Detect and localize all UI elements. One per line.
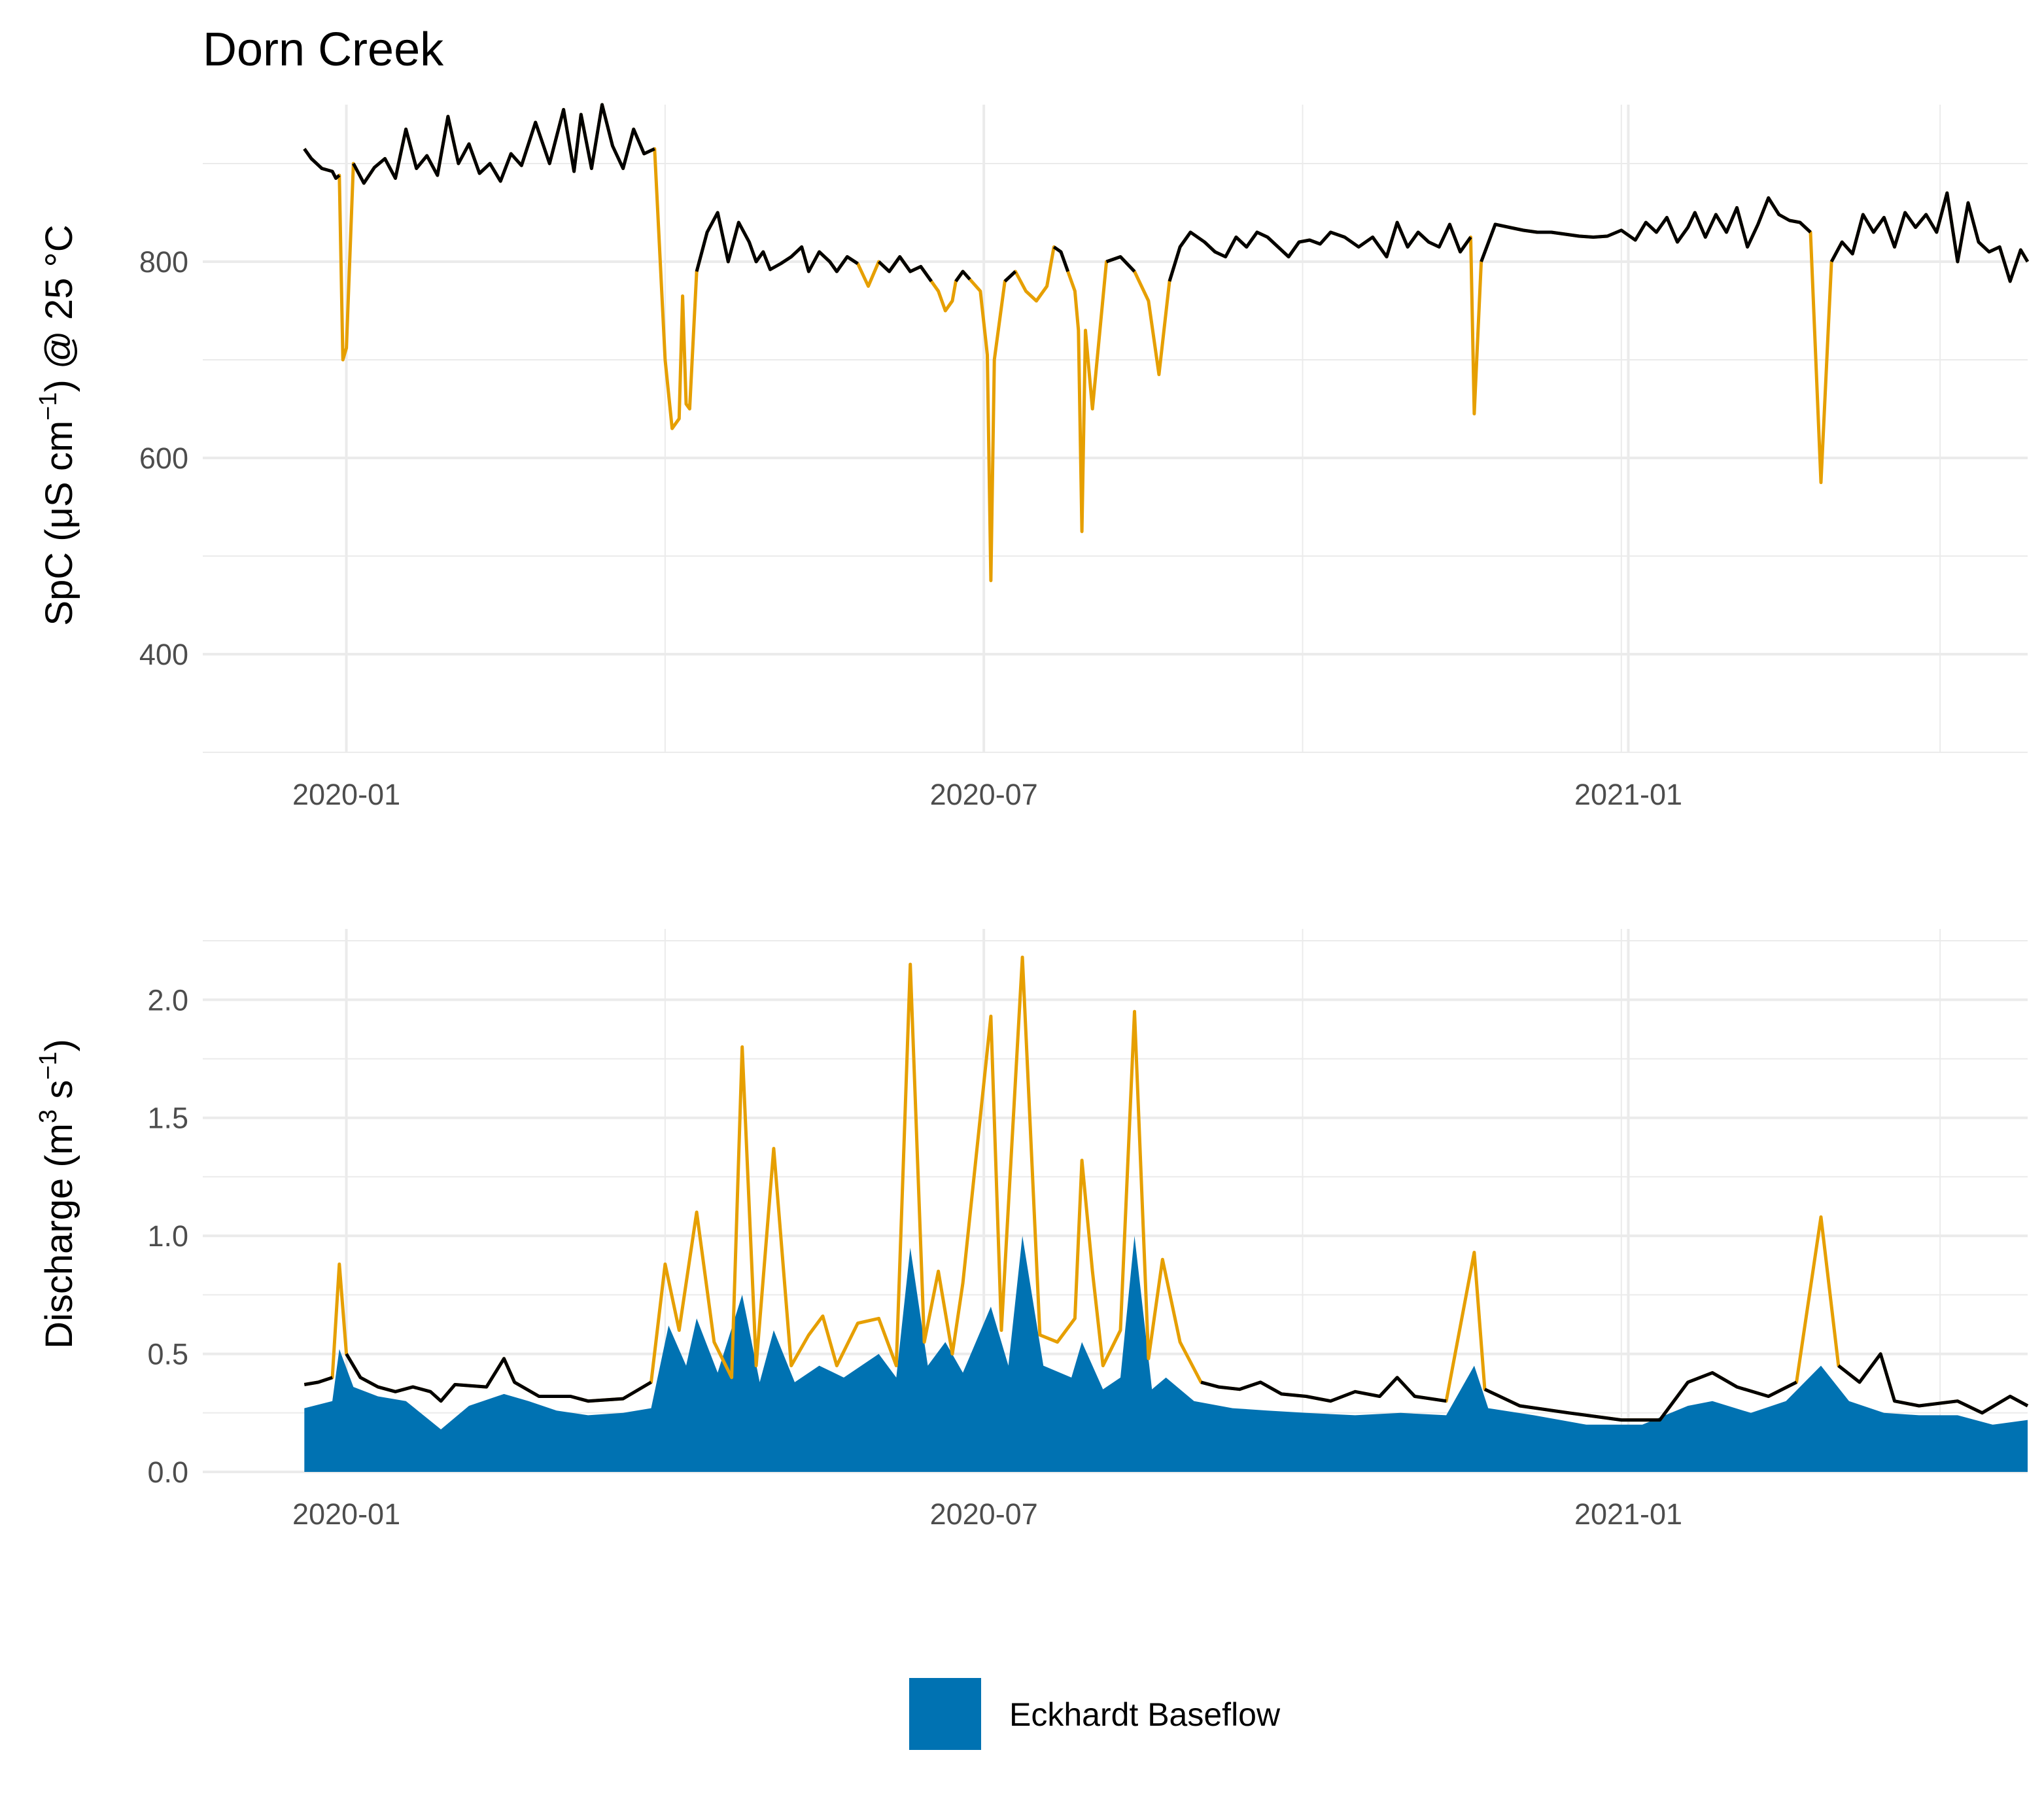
legend-label-baseflow: Eckhardt Baseflow [1009, 1696, 1281, 1733]
discharge-y-tick-label: 1.5 [147, 1102, 188, 1135]
discharge-y-axis-title-mid: s [38, 1080, 80, 1109]
discharge-y-axis-title-sup1: 3 [35, 1109, 62, 1123]
spc-lines [303, 103, 2030, 582]
spc-y-axis-title-main: SpC ( [38, 529, 80, 625]
spc-y-tick-labels: 400 600 800 [139, 245, 188, 671]
discharge-baseflow-line [345, 1353, 652, 1403]
discharge-y-axis-title-main: Discharge (m [38, 1123, 80, 1349]
spc-baseflow-line [695, 211, 859, 273]
spc-event-line [303, 103, 2030, 582]
spc-x-tick-label: 2021-01 [1574, 778, 1682, 811]
spc-x-tick-labels: 2020-01 2020-07 2021-01 [292, 778, 1682, 811]
legend: Eckhardt Baseflow [909, 1678, 1281, 1750]
discharge-baseflow-area [304, 1236, 2028, 1472]
spc-y-tick-label: 600 [139, 442, 188, 475]
discharge-x-tick-labels: 2020-01 2020-07 2021-01 [292, 1497, 1682, 1531]
spc-y-tick-label: 400 [139, 638, 188, 671]
discharge-baseflow-line [1837, 1352, 2029, 1415]
discharge-y-axis-title-sup2: −1 [35, 1051, 62, 1079]
discharge-y-tick-label: 0.0 [147, 1456, 188, 1489]
spc-baseflow-line [1168, 220, 1472, 282]
spc-baseflow-line [303, 148, 341, 180]
spc-y-axis-title: SpC (μS cm−1) @ 25 °C [35, 224, 80, 625]
spc-baseflow-line [877, 255, 933, 283]
discharge-x-tick-label: 2021-01 [1574, 1497, 1682, 1531]
discharge-y-tick-labels: 0.0 0.5 1.0 1.5 2.0 [147, 983, 188, 1489]
discharge-x-tick-label: 2020-01 [292, 1497, 400, 1531]
discharge-y-tick-label: 2.0 [147, 983, 188, 1017]
discharge-baseflow-line [303, 1376, 333, 1386]
chart-title: Dorn Creek [203, 24, 444, 76]
spc-grid [203, 105, 2028, 753]
discharge-panel: 0.0 0.5 1.0 1.5 2.0 2020-01 2020-07 2021-01 Di… [35, 929, 2029, 1531]
spc-y-axis-title-tail: ) @ 25 °C [38, 224, 80, 392]
legend-swatch-baseflow [909, 1678, 981, 1750]
discharge-y-axis-title-tail: ) [38, 1039, 80, 1051]
discharge-lines [303, 955, 2029, 1422]
spc-baseflow-line [954, 270, 971, 283]
discharge-baseflow-line [1200, 1376, 1447, 1403]
spc-y-axis-title-sup: −1 [35, 393, 62, 421]
discharge-y-tick-label: 1.0 [147, 1219, 188, 1253]
spc-baseflow-line [1105, 255, 1136, 273]
discharge-x-tick-label: 2020-07 [930, 1497, 1038, 1531]
discharge-baseflow-line [1483, 1371, 1797, 1422]
spc-panel: 400 600 800 2020-01 2020-07 2021-01 SpC (μS … [35, 103, 2030, 811]
spc-y-axis-title-unit: S cm [38, 421, 80, 507]
spc-baseflow-line [1829, 191, 2030, 283]
spc-x-tick-label: 2020-01 [292, 778, 400, 811]
spc-x-tick-label: 2020-07 [930, 778, 1038, 811]
spc-baseflow-line [352, 103, 655, 185]
spc-y-axis-title-mu: μ [38, 507, 80, 529]
spc-y-tick-label: 800 [139, 245, 188, 279]
discharge-y-tick-label: 0.5 [147, 1338, 188, 1371]
discharge-event-line [303, 955, 2029, 1422]
spc-baseflow-line [1480, 196, 1812, 262]
spc-baseflow-line [1052, 245, 1070, 272]
spc-baseflow-line [1003, 270, 1017, 283]
discharge-baseflow-area-fill [304, 1236, 2028, 1472]
discharge-y-axis-title: Discharge (m3 s−1) [35, 1039, 80, 1349]
